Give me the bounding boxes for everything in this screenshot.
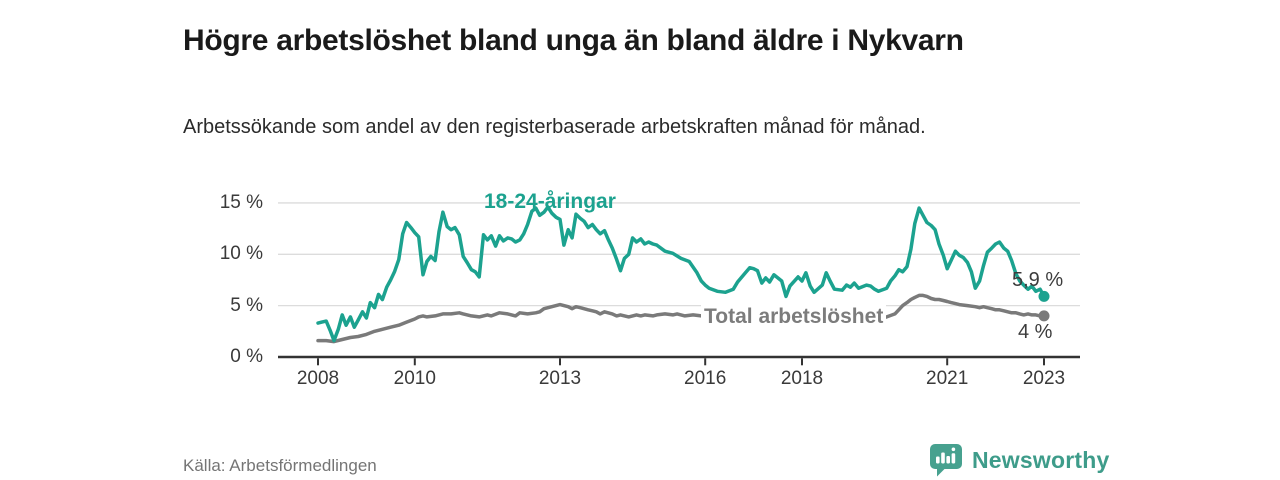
value-label-young: 5,9 % bbox=[1012, 269, 1064, 291]
x-tick-label: 2016 bbox=[684, 368, 727, 389]
series-end-dot bbox=[1038, 290, 1050, 302]
x-tick-label: 2008 bbox=[296, 368, 340, 389]
y-tick-label: 10 % bbox=[219, 243, 263, 265]
x-tick-label: 2018 bbox=[780, 368, 824, 389]
newsworthy-wordmark: Newsworthy bbox=[972, 446, 1110, 473]
y-tick-label: 0 % bbox=[230, 346, 263, 367]
chart-canvas bbox=[278, 202, 1080, 366]
x-tick-label: 2010 bbox=[393, 368, 436, 389]
y-tick-label: 15 % bbox=[219, 191, 263, 213]
x-tick-label: 2021 bbox=[926, 368, 969, 389]
x-tick-label: 2023 bbox=[1022, 368, 1066, 389]
series-line bbox=[316, 293, 1046, 344]
value-label-total: 4 % bbox=[1018, 321, 1053, 343]
chart-title: Högre arbetslöshet bland unga än bland ä… bbox=[183, 24, 964, 58]
series-label-total: Total arbetslöshet bbox=[701, 305, 887, 329]
series-line bbox=[316, 205, 1046, 343]
y-tick-label: 5 % bbox=[230, 294, 263, 316]
series-label-young: 18-24-åringar bbox=[484, 190, 616, 213]
chart-subtitle: Arbetssökande som andel av den registerb… bbox=[183, 116, 926, 138]
newsworthy-bubble-chart-icon bbox=[930, 444, 962, 477]
source-note: Källa: Arbetsförmedlingen bbox=[183, 456, 377, 475]
x-tick-label: 2013 bbox=[538, 368, 582, 389]
newsworthy-logo[interactable]: Newsworthy bbox=[929, 443, 1109, 477]
series-end-dot bbox=[1038, 310, 1050, 322]
